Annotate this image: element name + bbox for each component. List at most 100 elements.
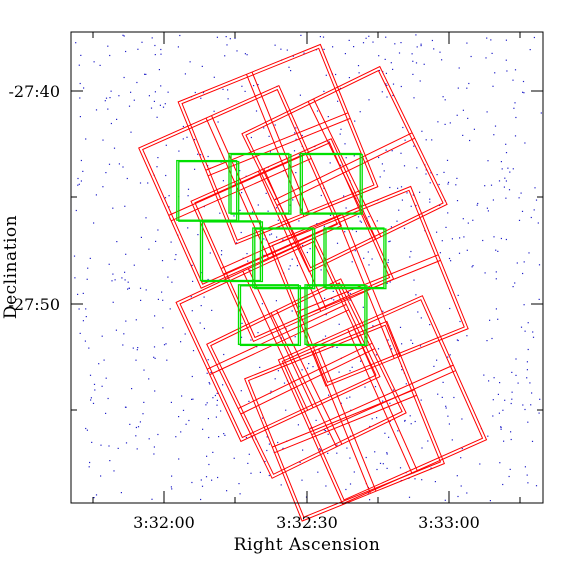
star-point [320, 269, 322, 271]
star-point [523, 92, 525, 94]
star-point [128, 105, 131, 107]
star-point [309, 248, 311, 250]
star-point [263, 254, 265, 256]
star-point [316, 223, 318, 225]
star-point [505, 197, 507, 199]
star-point [412, 60, 414, 62]
star-point [220, 254, 223, 256]
red-footprint-outline [267, 185, 469, 387]
star-point [143, 369, 145, 371]
star-point [140, 236, 142, 238]
star-point [233, 457, 235, 459]
star-point [456, 475, 458, 477]
star-point [445, 405, 447, 407]
star-point [234, 37, 236, 39]
star-point [462, 109, 464, 111]
star-point [77, 177, 79, 180]
star-point [216, 404, 218, 406]
star-point [112, 273, 114, 275]
star-point [409, 415, 411, 417]
star-point [77, 184, 79, 186]
star-point [153, 446, 155, 448]
star-point [515, 374, 517, 376]
star-point [483, 374, 485, 376]
star-point [459, 320, 461, 323]
star-point [441, 59, 443, 61]
star-point [290, 70, 292, 72]
star-point [529, 382, 531, 384]
star-point [505, 180, 507, 182]
star-point [127, 288, 129, 290]
star-point [184, 333, 186, 335]
star-point [207, 359, 209, 361]
star-point [216, 36, 218, 38]
star-point [240, 390, 242, 392]
star-point [511, 371, 513, 373]
star-point [117, 447, 119, 449]
star-point [389, 345, 391, 347]
star-point [268, 135, 270, 137]
star-point [157, 298, 159, 300]
star-point [223, 433, 225, 435]
star-point [249, 269, 251, 271]
star-point [457, 294, 459, 296]
star-point [191, 264, 193, 266]
star-point [116, 241, 118, 243]
star-point [413, 279, 415, 281]
red-footprint-outline [138, 84, 342, 289]
star-point [115, 329, 117, 331]
star-point [486, 37, 488, 39]
star-point [376, 220, 378, 222]
star-point [340, 402, 342, 404]
star-point [509, 468, 511, 470]
star-point [369, 499, 371, 501]
star-point [439, 51, 441, 53]
star-point [233, 215, 235, 217]
star-point [493, 134, 495, 136]
star-point [235, 242, 238, 244]
star-point [256, 346, 258, 348]
star-point [93, 61, 95, 63]
star-point [282, 239, 284, 241]
star-point [299, 461, 301, 463]
star-point [259, 366, 261, 368]
red-chip-gap [207, 303, 347, 370]
star-point [118, 163, 120, 165]
star-point [497, 318, 499, 320]
star-point [327, 452, 329, 454]
star-point [466, 492, 468, 494]
star-point [383, 170, 385, 172]
star-point [489, 500, 491, 502]
star-point [224, 434, 226, 436]
star-point [90, 399, 92, 401]
star-point [306, 251, 308, 254]
star-point [136, 448, 138, 450]
star-point [331, 298, 333, 300]
star-point [389, 402, 391, 404]
star-point [312, 366, 314, 368]
star-point [73, 255, 76, 257]
star-point [82, 170, 84, 172]
star-point [444, 99, 446, 101]
star-point [447, 356, 449, 358]
star-point [203, 327, 205, 330]
star-point [125, 50, 127, 53]
star-point [78, 308, 80, 310]
star-point [411, 53, 413, 55]
star-point [421, 447, 423, 449]
star-point [510, 431, 512, 433]
star-point [154, 44, 156, 47]
star-point [409, 256, 411, 258]
star-point [427, 440, 429, 442]
star-point [219, 212, 221, 214]
star-points [73, 34, 542, 502]
star-point [165, 144, 167, 146]
star-point [212, 397, 214, 399]
star-point [122, 34, 124, 36]
star-point [529, 49, 531, 51]
star-point [488, 380, 490, 382]
star-point [239, 170, 241, 172]
star-point [265, 192, 267, 194]
star-point [202, 428, 204, 430]
star-point [89, 374, 92, 376]
